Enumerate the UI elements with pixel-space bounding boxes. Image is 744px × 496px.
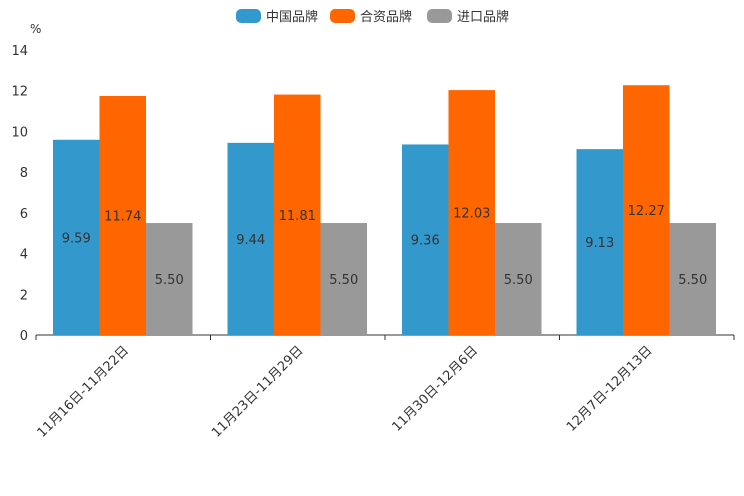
bar-value-label: 9.44: [236, 233, 265, 248]
y-tick-label: 6: [20, 207, 28, 222]
bar-value-label: 9.13: [585, 236, 614, 251]
x-category-label: 12月7日-12月13日: [564, 343, 656, 435]
y-tick-label: 2: [20, 288, 28, 303]
bar-1-2: [227, 142, 274, 335]
x-category-label: 11月16日-11月22日: [35, 343, 132, 440]
bar-3-1: [146, 223, 193, 335]
bar-1-3: [402, 144, 449, 335]
y-tick-label: 12: [11, 85, 28, 100]
bar-2-3: [448, 90, 495, 335]
bar-value-label: 11.81: [279, 209, 316, 224]
bar-2-1: [99, 96, 146, 335]
bar-value-label: 12.27: [628, 204, 665, 219]
y-tick-label: 4: [20, 248, 28, 263]
legend-label: 进口品牌: [457, 9, 509, 25]
bar-value-label: 5.50: [678, 273, 707, 288]
legend-swatch: [427, 9, 452, 23]
y-tick-label: 10: [11, 125, 28, 140]
bar-1-1: [53, 139, 100, 335]
x-category-label: 11月23日-11月29日: [209, 343, 306, 440]
bar-2-4: [623, 85, 670, 335]
bar-3-3: [495, 223, 542, 335]
legend-label: 中国品牌: [266, 9, 318, 25]
legend-label: 合资品牌: [360, 9, 412, 25]
bar-value-label: 9.36: [411, 234, 440, 249]
x-axis: 11月16日-11月22日 11月23日-11月29日 11月30日-12月6日 12…: [35, 335, 735, 441]
y-tick-label: 0: [20, 329, 28, 344]
bar-value-label: 12.03: [453, 207, 490, 222]
bar-value-label: 5.50: [155, 273, 184, 288]
y-tick-label: 14: [11, 44, 28, 59]
y-axis-unit-label: %: [30, 22, 41, 36]
bar-value-label: 11.74: [104, 210, 141, 225]
legend-swatch: [236, 9, 261, 23]
bar-value-label: 5.50: [504, 273, 533, 288]
legend-swatch: [330, 9, 355, 23]
bar-value-label: 5.50: [329, 273, 358, 288]
x-category-label: 11月30日-12月6日: [389, 343, 481, 435]
bar-3-2: [320, 223, 367, 335]
bar-value-label: 9.59: [62, 231, 91, 246]
y-tick-label: 8: [20, 166, 28, 181]
bar-3-4: [669, 223, 716, 335]
legend: 中国品牌 合资品牌 进口品牌: [236, 9, 509, 25]
bar-1-4: [576, 149, 623, 335]
bars: 9.59 11.74 5.50 9.44 11.81 5.50 9.36 12.03 5.50 9…: [53, 85, 716, 335]
bar-2-2: [274, 94, 321, 335]
